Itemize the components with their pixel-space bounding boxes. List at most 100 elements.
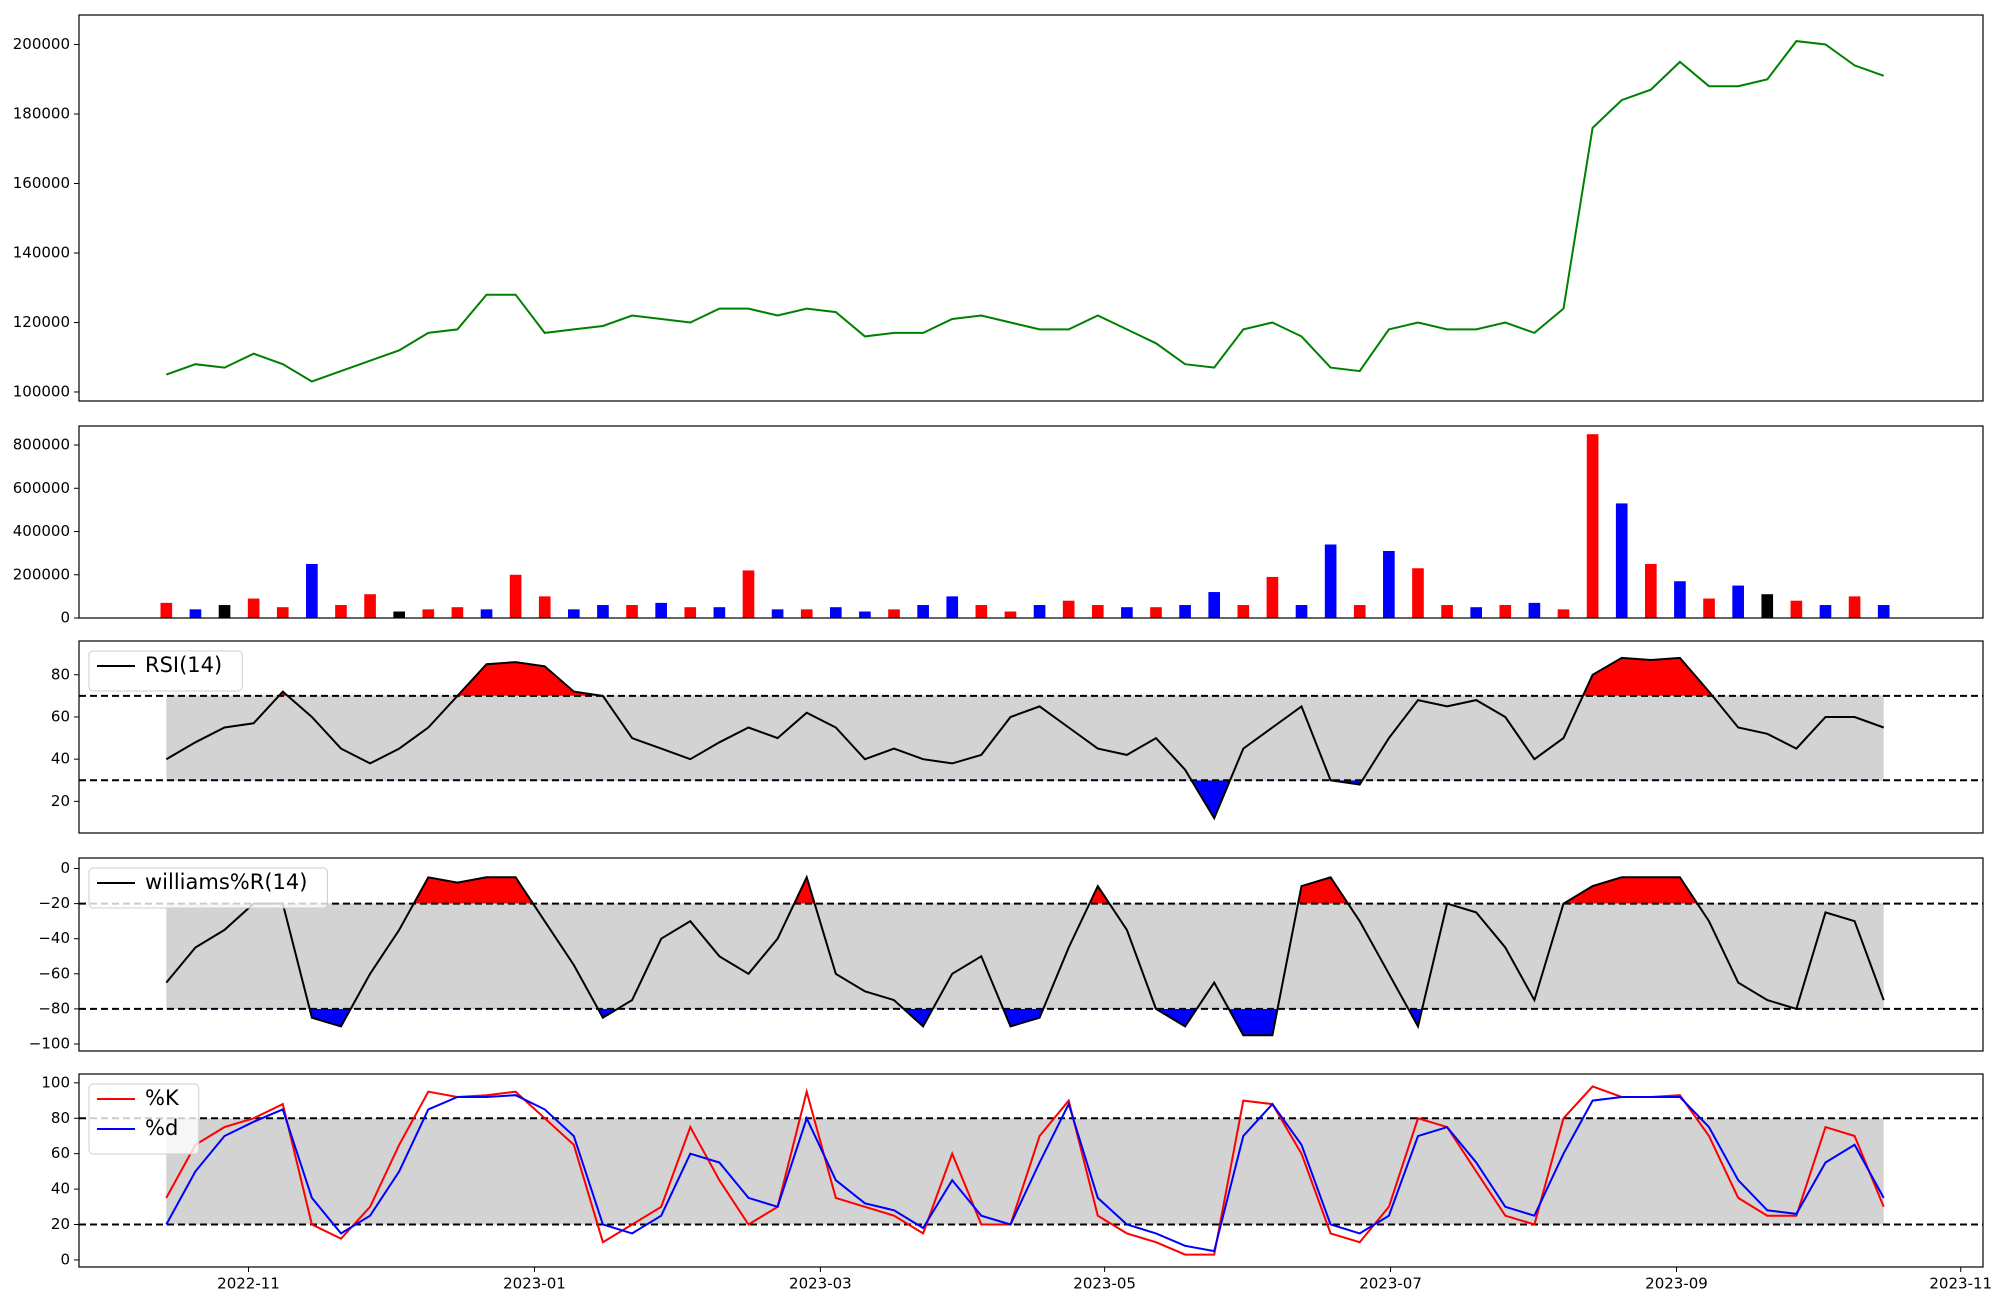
- neutral-band: [166, 695, 1884, 781]
- volume-bar: [160, 602, 173, 618]
- volume-bar: [1703, 598, 1715, 618]
- y-tick-label: 0: [60, 609, 70, 627]
- legend: %K %d: [88, 1083, 200, 1155]
- volume-bar: [1237, 605, 1250, 618]
- volume-bar: [713, 607, 726, 618]
- y-tick-label: 20: [51, 1215, 70, 1233]
- panel-frame: [78, 640, 1984, 834]
- y-tick-label: 0: [60, 1250, 70, 1268]
- y-tick-label: 180000: [13, 105, 70, 123]
- volume-bar: [1295, 605, 1308, 618]
- volume-bar: [626, 605, 638, 618]
- volume-bar: [1557, 609, 1570, 618]
- volume-bar: [1528, 602, 1541, 618]
- y-tick-label: 200000: [13, 565, 70, 583]
- y-tick-label: 80: [51, 665, 70, 683]
- volume-bar: [684, 607, 697, 618]
- volume-bar: [917, 605, 929, 618]
- indicator-line: [165, 656, 1885, 821]
- neutral-band: [166, 903, 1884, 1009]
- volume-bar: [1004, 611, 1017, 618]
- over-fill: [166, 657, 1884, 696]
- x-tick-label: 2023-11: [1929, 1275, 1992, 1293]
- volume-bar: [364, 594, 376, 618]
- y-tick-label: −40: [38, 929, 70, 947]
- legend-box: [88, 1083, 200, 1155]
- volume-bar: [829, 607, 842, 618]
- volume-bar: [306, 563, 318, 618]
- panel-frame: [78, 14, 1984, 402]
- volume-bar: [1062, 600, 1075, 618]
- volume-bar: [247, 598, 260, 618]
- y-tick-label: 120000: [13, 313, 70, 331]
- legend: williams%R(14): [88, 867, 328, 909]
- panel-frame: [78, 425, 1984, 619]
- x-tick-label: 2023-05: [1073, 1275, 1136, 1293]
- y-tick-label: 0: [60, 859, 70, 877]
- x-tick-label: 2023-09: [1645, 1275, 1708, 1293]
- panel: [165, 40, 1885, 383]
- volume-bar: [1645, 563, 1657, 618]
- volume-bar: [1819, 605, 1832, 618]
- y-tick-label: −20: [38, 894, 70, 912]
- volume-bar: [218, 605, 231, 618]
- panel: [160, 434, 1890, 618]
- neutral-band: [166, 1118, 1884, 1225]
- volume-bar: [1470, 607, 1483, 618]
- volume-bar: [393, 611, 406, 618]
- y-tick-label: 40: [51, 1180, 70, 1198]
- volume-bar: [1877, 605, 1890, 618]
- volume-bar: [1353, 605, 1366, 618]
- y-tick-label: −60: [38, 964, 70, 982]
- volume-bar: [422, 609, 435, 618]
- volume-bar: [1499, 605, 1512, 618]
- volume-bar: [1412, 568, 1424, 618]
- y-tick-label: −100: [29, 1034, 70, 1052]
- legend-box: [88, 867, 328, 909]
- volume-bar: [1383, 550, 1395, 618]
- y-tick-label: 600000: [13, 479, 70, 497]
- indicator-line: [165, 874, 1885, 1037]
- panel-frame: [78, 857, 1984, 1052]
- panel: [79, 656, 1983, 821]
- volume-bar: [800, 609, 813, 618]
- volume-bar: [655, 602, 667, 618]
- volume-bar: [771, 609, 784, 618]
- y-tick-label: −80: [38, 999, 70, 1017]
- volume-bar: [597, 605, 609, 618]
- legend-label: RSI(14): [145, 653, 222, 677]
- volume-bar: [946, 596, 959, 618]
- volume-bar: [568, 609, 580, 618]
- over-fill: [166, 877, 1884, 904]
- volume-bar: [189, 609, 202, 618]
- volume-bar: [1150, 607, 1162, 618]
- y-tick-label: 40: [51, 750, 70, 768]
- volume-bar: [276, 607, 289, 618]
- x-tick-label: 2022-11: [217, 1275, 280, 1293]
- y-tick-label: 100000: [13, 382, 70, 400]
- volume-bar: [742, 570, 755, 618]
- y-tick-label: 200000: [13, 35, 70, 53]
- price-line: [165, 40, 1885, 383]
- y-tick-label: 160000: [13, 174, 70, 192]
- x-tick-label: 2023-03: [789, 1275, 852, 1293]
- y-tick-label: 140000: [13, 243, 70, 261]
- panel: [79, 874, 1983, 1037]
- volume-bar: [1441, 605, 1453, 618]
- panel: [79, 1085, 1983, 1256]
- volume-bar: [859, 611, 871, 618]
- volume-bar: [1790, 600, 1803, 618]
- volume-bar: [538, 596, 551, 618]
- x-tick-label: 2023-07: [1359, 1275, 1422, 1293]
- y-tick-label: 800000: [13, 436, 70, 454]
- legend-box: [88, 650, 243, 692]
- legend-label: williams%R(14): [145, 870, 307, 894]
- x-tick-label: 2023-01: [503, 1275, 566, 1293]
- volume-bar: [1266, 576, 1279, 618]
- volume-bar: [1121, 607, 1133, 618]
- volume-bar: [335, 605, 347, 618]
- volume-bar: [451, 607, 464, 618]
- volume-bar: [1208, 592, 1221, 618]
- indicator-line: [165, 1085, 1885, 1256]
